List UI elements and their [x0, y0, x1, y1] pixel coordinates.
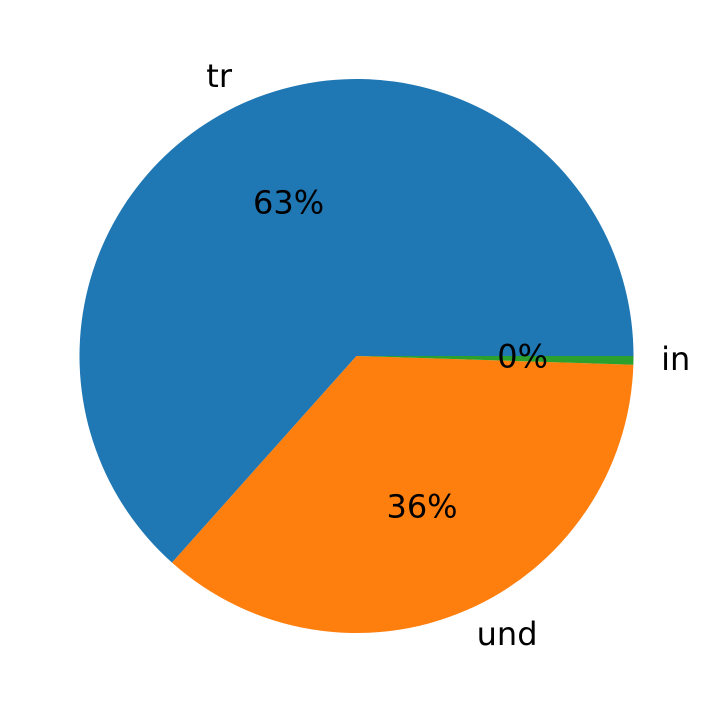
pie-slice-in: [356, 356, 634, 365]
pie-slice-und: [172, 356, 634, 633]
slice-pct-label-und: 36%: [386, 488, 457, 526]
slices-layer: [79, 78, 634, 633]
slice-label-tr: tr: [206, 57, 233, 95]
pie-slice-tr: [79, 78, 634, 563]
slice-label-und: und: [477, 615, 538, 653]
slice-pct-label-in: 0%: [497, 338, 548, 376]
slice-label-in: in: [661, 340, 690, 378]
labels-layer: tr 63% und 36% in 0%: [206, 57, 690, 653]
slice-pct-label-tr: 63%: [253, 183, 324, 221]
